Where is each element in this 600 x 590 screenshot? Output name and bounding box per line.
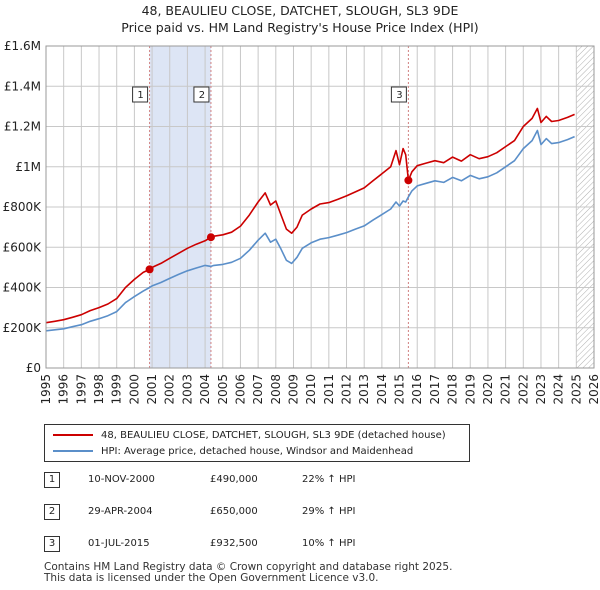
sale-hpi-change: 29% ↑ HPI: [302, 506, 356, 517]
sale-price: £490,000: [210, 474, 258, 485]
plot-border: [45, 45, 595, 369]
y-tick-label: £1.6M: [4, 39, 41, 53]
x-tick-label: 2011: [322, 374, 336, 405]
x-tick-label: 2013: [357, 374, 371, 405]
sale-hpi-change: 10% ↑ HPI: [302, 538, 356, 549]
x-tick-label: 2018: [446, 374, 460, 405]
sale-row: 1 10-NOV-2000 £490,000 22% ↑ HPI: [44, 472, 464, 490]
sale-number-badge: 3: [44, 536, 60, 552]
x-tick-label: 2004: [198, 374, 212, 405]
x-tick-label: 2003: [180, 374, 194, 405]
chart-title-line2: Price paid vs. HM Land Registry's House …: [121, 20, 479, 35]
sale-point: [404, 176, 413, 185]
sale-price: £650,000: [210, 506, 258, 517]
x-tick-label: 2008: [269, 374, 283, 405]
legend: 48, BEAULIEU CLOSE, DATCHET, SLOUGH, SL3…: [44, 424, 470, 462]
chart-title: 48, BEAULIEU CLOSE, DATCHET, SLOUGH, SL3…: [0, 2, 600, 36]
x-tick-label: 2010: [304, 374, 318, 405]
sale-point: [145, 265, 154, 274]
y-tick-label: £1M: [15, 160, 41, 174]
x-tick-label: 2014: [375, 374, 389, 405]
legend-label-property: 48, BEAULIEU CLOSE, DATCHET, SLOUGH, SL3…: [101, 430, 446, 441]
x-tick-label: 2012: [340, 374, 354, 405]
footer: Contains HM Land Registry data © Crown c…: [44, 562, 584, 584]
x-tick-label: 1998: [92, 374, 106, 405]
x-tick-label: 2023: [534, 374, 548, 405]
x-tick-label: 2016: [410, 374, 424, 405]
y-tick-label: £1.4M: [4, 79, 41, 93]
chart-title-line1: 48, BEAULIEU CLOSE, DATCHET, SLOUGH, SL3…: [141, 3, 459, 18]
sale-hpi-change: 22% ↑ HPI: [302, 474, 356, 485]
sale-label-box: [193, 86, 210, 103]
sale-date: 29-APR-2004: [88, 506, 153, 517]
x-tick-label: 2025: [569, 374, 583, 405]
x-tick-label: 2000: [127, 374, 141, 405]
x-tick-label: 2006: [233, 374, 247, 405]
y-tick-label: £200K: [3, 321, 43, 335]
x-tick-label: 2017: [428, 374, 442, 405]
x-tick-label: 1996: [57, 374, 71, 405]
legend-item-hpi: HPI: Average price, detached house, Wind…: [53, 444, 413, 459]
x-tick-label: 2026: [587, 374, 600, 405]
sale-row: 3 01-JUL-2015 £932,500 10% ↑ HPI: [44, 536, 464, 554]
sale-label-box: [390, 86, 407, 103]
footer-copyright: Contains HM Land Registry data © Crown c…: [44, 561, 453, 573]
footer-licence: This data is licensed under the Open Gov…: [44, 572, 379, 584]
y-tick-label: £400K: [3, 281, 43, 295]
sale-label-number: 3: [396, 90, 402, 101]
legend-label-hpi: HPI: Average price, detached house, Wind…: [101, 446, 414, 457]
legend-item-property: 48, BEAULIEU CLOSE, DATCHET, SLOUGH, SL3…: [53, 428, 446, 443]
y-tick-label: £1.2M: [4, 120, 41, 134]
x-tick-label: 2002: [163, 374, 177, 405]
x-tick-label: 2015: [393, 374, 407, 405]
x-tick-label: 2007: [251, 374, 265, 405]
y-tick-label: £0: [26, 361, 41, 375]
price-chart: £0 £200K £400K £600K £800K £1M £1.2M £1.4M £1.6M…: [3, 39, 600, 405]
x-tick-label: 1999: [110, 374, 124, 405]
x-tick-label: 1995: [39, 374, 53, 405]
y-tick-label: £800K: [3, 200, 43, 214]
x-tick-label: 2005: [216, 374, 230, 405]
sale-point: [206, 233, 215, 242]
sale-number-badge: 2: [44, 504, 60, 520]
sale-label-box: [132, 86, 149, 103]
x-tick-label: 2001: [145, 374, 159, 405]
sale-price: £932,500: [210, 538, 258, 549]
x-tick-label: 2022: [516, 374, 530, 405]
sale-row: 2 29-APR-2004 £650,000 29% ↑ HPI: [44, 504, 464, 522]
y-tick-label: £600K: [3, 240, 43, 254]
x-tick-label: 1997: [74, 374, 88, 405]
x-tick-label: 2021: [499, 374, 513, 405]
legend-swatch-hpi: [53, 450, 93, 452]
sale-label-number: 2: [199, 90, 205, 101]
hpi-line: [46, 129, 575, 332]
sale-date: 01-JUL-2015: [88, 538, 150, 549]
x-tick-label: 2024: [552, 374, 566, 405]
sale-date: 10-NOV-2000: [88, 474, 155, 485]
sale-label-number: 1: [137, 90, 143, 101]
legend-swatch-property: [53, 434, 93, 436]
x-tick-label: 2009: [286, 374, 300, 405]
x-tick-label: 2020: [481, 374, 495, 405]
sale-number-badge: 1: [44, 472, 60, 488]
x-tick-label: 2019: [463, 374, 477, 405]
